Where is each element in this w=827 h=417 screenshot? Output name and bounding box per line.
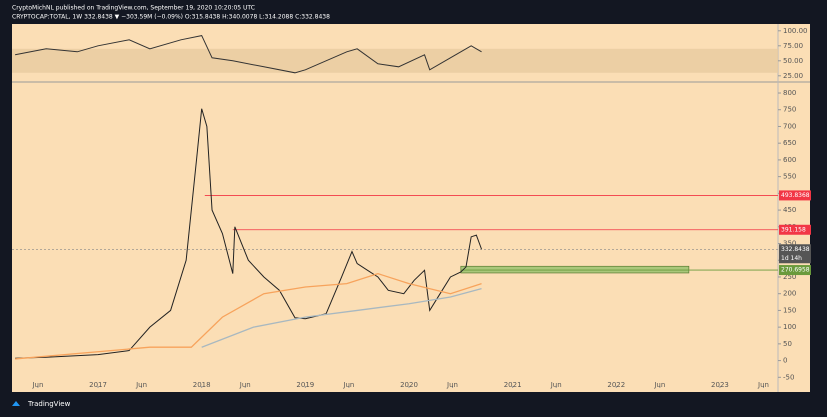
y-tick-label: 450 <box>783 206 796 214</box>
level-label: 391.158 <box>781 226 806 233</box>
y-tick-label: 0 <box>783 357 787 365</box>
y-tick-label: -50 <box>783 373 794 381</box>
y-tick-label: 750 <box>783 106 796 114</box>
x-tick-label: Jun <box>757 381 769 389</box>
x-tick-label: 2019 <box>296 381 314 389</box>
y-tick-label: 100 <box>783 323 796 331</box>
y-tick-label: 700 <box>783 122 796 130</box>
series-line <box>15 272 482 360</box>
y-tick-label: 650 <box>783 139 796 147</box>
x-tick-label: Jun <box>446 381 458 389</box>
countdown: 1d 14h <box>781 255 802 262</box>
y-tick-label: 150 <box>783 306 796 314</box>
last-price-label: 332.8438 <box>781 246 810 253</box>
last-price-tag <box>779 244 811 264</box>
y-tick-label: 25.00 <box>783 72 803 80</box>
x-tick-label: 2020 <box>400 381 418 389</box>
level-tag <box>779 224 811 235</box>
x-tick-label: Jun <box>239 381 251 389</box>
y-tick-label: 100.00 <box>783 27 808 35</box>
y-tick-label: 600 <box>783 156 796 164</box>
support-zone <box>460 265 690 274</box>
y-tick-label: 50 <box>783 340 792 348</box>
y-tick-label: 200 <box>783 290 796 298</box>
y-tick-label: 250 <box>783 273 796 281</box>
level-label: 493.8368 <box>781 192 810 199</box>
chart-area <box>12 24 810 392</box>
y-tick-label: 75.00 <box>783 42 803 50</box>
x-tick-label: Jun <box>31 381 43 389</box>
y-tick-label: 800 <box>783 89 796 97</box>
x-tick-label: 2022 <box>607 381 625 389</box>
x-tick-label: 2017 <box>89 381 107 389</box>
series-line <box>201 288 482 348</box>
y-tick-label: 350 <box>783 240 796 248</box>
level-label: 270.6958 <box>781 267 810 274</box>
y-tick-label: 550 <box>783 173 796 181</box>
x-tick-label: Jun <box>550 381 562 389</box>
x-tick-label: 2023 <box>711 381 729 389</box>
footer-logo: TradingView <box>27 400 71 408</box>
rsi-band <box>12 48 778 73</box>
x-tick-label: 2021 <box>504 381 522 389</box>
logo-icon <box>12 401 20 406</box>
x-tick-label: Jun <box>135 381 147 389</box>
level-tag <box>779 265 811 276</box>
header-line: CRYPTOCAP:TOTAL, 1W 332.8438 ▼ −303.59M … <box>12 14 330 21</box>
header-line: CryptoMichNL published on TradingView.co… <box>12 5 255 12</box>
level-tag <box>779 190 811 201</box>
x-tick-label: Jun <box>653 381 665 389</box>
series-line <box>15 108 483 359</box>
y-tick-label: 50.00 <box>783 57 803 65</box>
x-tick-label: Jun <box>342 381 354 389</box>
x-tick-label: 2018 <box>193 381 211 389</box>
series-line <box>15 35 482 74</box>
